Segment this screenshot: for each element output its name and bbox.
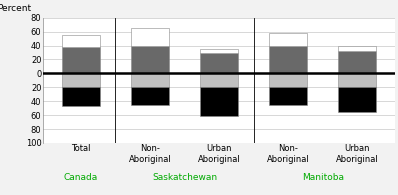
Bar	[62, 35, 100, 47]
Text: Manitoba: Manitoba	[302, 174, 344, 183]
Bar	[200, 73, 238, 87]
Bar	[131, 28, 169, 46]
Bar	[200, 52, 238, 73]
Bar	[131, 73, 169, 87]
Bar	[200, 87, 238, 116]
Bar	[269, 46, 307, 73]
Bar	[338, 51, 376, 73]
Bar	[62, 87, 100, 106]
Text: Percent: Percent	[0, 4, 31, 13]
Bar	[200, 49, 238, 52]
Bar	[131, 87, 169, 105]
Bar	[62, 73, 100, 87]
Bar	[338, 87, 376, 112]
Bar	[131, 46, 169, 73]
Bar	[269, 73, 307, 87]
Bar	[338, 73, 376, 87]
Text: Saskatchewan: Saskatchewan	[152, 174, 217, 183]
Bar	[269, 33, 307, 46]
Text: Canada: Canada	[64, 174, 98, 183]
Bar	[338, 46, 376, 51]
Bar	[269, 87, 307, 105]
Bar	[62, 47, 100, 73]
